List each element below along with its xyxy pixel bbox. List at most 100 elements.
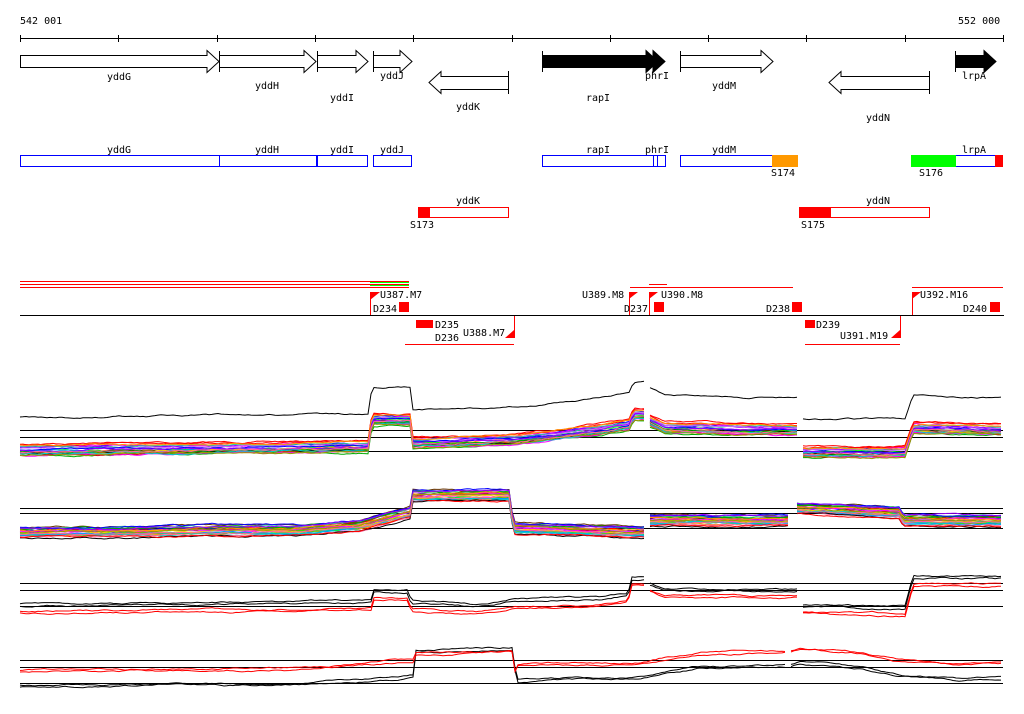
expression-profile-line (649, 589, 798, 598)
expression-profile-line (802, 431, 1002, 460)
segment-flag-U387[interactable] (370, 292, 380, 300)
gene-arrow-lrpA[interactable] (955, 49, 997, 74)
expression-profile-line (802, 394, 1002, 421)
annotation-S174[interactable] (772, 155, 798, 167)
cds-label-lrpA: lrpA (962, 145, 986, 156)
cds-label-yddJ: yddJ (380, 145, 404, 156)
expression-profile-line (790, 661, 1001, 679)
segment-label-D239: D239 (816, 320, 840, 331)
segment-flag-U389[interactable] (629, 292, 638, 299)
segment-label-D237: D237 (624, 304, 648, 315)
expression-profile-line (649, 523, 789, 528)
gene-label-yddK: yddK (456, 102, 480, 113)
expression-profile-line (796, 507, 1002, 522)
expression-profile-line (790, 647, 1002, 665)
cds-label-yddI: yddI (330, 145, 354, 156)
panel-3 (19, 574, 1003, 618)
segment-box-D234[interactable] (399, 302, 409, 312)
gene-label-yddI: yddI (330, 93, 354, 104)
segment-label-U389: U389.M8 (582, 290, 624, 301)
expression-profile-line (796, 509, 1002, 524)
gene-arrow-rapI[interactable] (542, 49, 659, 74)
cds-box-yddM[interactable] (680, 155, 773, 167)
expression-profile-line (19, 579, 645, 608)
expression-profile-line (802, 423, 1002, 450)
expression-profile-line (649, 419, 797, 432)
expression-profile-line (20, 489, 645, 531)
cds-label-yddH: yddH (255, 145, 279, 156)
ruler-end-label: 552 000 (958, 16, 1000, 27)
segment-label-D236: D236 (435, 333, 459, 344)
cds-box-yddG[interactable] (20, 155, 220, 167)
expression-profile-line (803, 584, 1001, 618)
annotation-S175[interactable] (799, 207, 831, 218)
expression-profile-line (650, 521, 788, 524)
panel-4 (19, 646, 1003, 689)
expression-profile-line (649, 417, 798, 427)
expression-profile-line (19, 412, 645, 453)
gene-label-yddM: yddM (712, 81, 736, 92)
gene-arrow-yddM[interactable] (680, 49, 774, 74)
annotation-lrpA-end (995, 155, 1003, 167)
segment-label-U387: U387.M7 (380, 290, 422, 301)
expression-profile-line (797, 506, 1002, 522)
expression-profile-line (790, 648, 1002, 666)
expression-profile-line (796, 506, 1002, 521)
segment-flag-U390[interactable] (649, 292, 658, 299)
expression-profile-line (19, 650, 786, 674)
expression-profile-line (649, 421, 798, 435)
gene-arrow-yddG[interactable] (20, 49, 220, 74)
cds-box-yddH[interactable] (219, 155, 317, 167)
expression-profile-line (19, 584, 645, 615)
segment-track: U387.M7 D234 D235 D236 U388.M7 U389.M8 U… (20, 281, 1004, 345)
segment-label-U388: U388.M7 (463, 328, 505, 339)
gene-label-rapI: rapI (586, 93, 610, 104)
cds-label-yddK: yddK (456, 196, 480, 207)
expression-profile-line (797, 511, 1002, 527)
annotation-label-S175: S175 (801, 220, 825, 231)
segment-box-D239[interactable] (805, 320, 815, 328)
segment-label-D238: D238 (766, 304, 790, 315)
cds-box-lrpA[interactable] (955, 155, 996, 167)
gene-arrow-yddI[interactable] (317, 49, 369, 74)
ruler-start-label: 542 001 (20, 16, 62, 27)
expression-profile-line (649, 582, 798, 591)
gene-label-yddN: yddN (866, 113, 890, 124)
expression-profile-line (19, 409, 645, 447)
segment-flag-U388[interactable] (505, 330, 514, 338)
expression-profile-line (20, 489, 645, 532)
cds-box-yddJ[interactable] (373, 155, 412, 167)
expression-profile-line (649, 584, 798, 593)
cds-label-rapI: rapI (586, 145, 610, 156)
expression-profile-line (796, 510, 1002, 525)
expression-profile-line (19, 498, 645, 539)
segment-box-D235[interactable] (416, 320, 433, 328)
segment-flag-U392[interactable] (912, 292, 921, 299)
expression-profile-line (790, 663, 1002, 682)
expression-profile-line (19, 415, 645, 454)
cds-label-yddM: yddM (712, 145, 736, 156)
expression-profile-line (802, 582, 1002, 615)
expression-profile-line (802, 574, 1002, 607)
expression-profile-line (802, 421, 1002, 449)
segment-label-U392: U392.M16 (920, 290, 968, 301)
cds-label-phrI: phrI (645, 145, 669, 156)
segment-box-D240[interactable] (990, 302, 1000, 312)
expression-profile-line (19, 646, 786, 687)
cds-label-yddG: yddG (107, 145, 131, 156)
segment-flag-U391[interactable] (891, 330, 900, 338)
annotation-S176[interactable] (911, 155, 956, 167)
segment-box-D238[interactable] (792, 302, 802, 312)
segment-box-D237[interactable] (654, 302, 664, 312)
gene-arrow-phrI[interactable] (652, 49, 666, 74)
cds-box-rapI[interactable] (542, 155, 666, 167)
cds-box-yddI[interactable] (317, 155, 368, 167)
gene-arrow-yddK[interactable] (428, 70, 509, 95)
expression-profile-line (19, 495, 645, 536)
cds-box-yddK[interactable] (418, 207, 509, 218)
annotation-S173[interactable] (418, 207, 430, 218)
gene-arrow-yddN[interactable] (828, 70, 930, 95)
gene-arrow-yddJ[interactable] (373, 49, 413, 74)
gene-arrow-yddH[interactable] (219, 49, 317, 74)
